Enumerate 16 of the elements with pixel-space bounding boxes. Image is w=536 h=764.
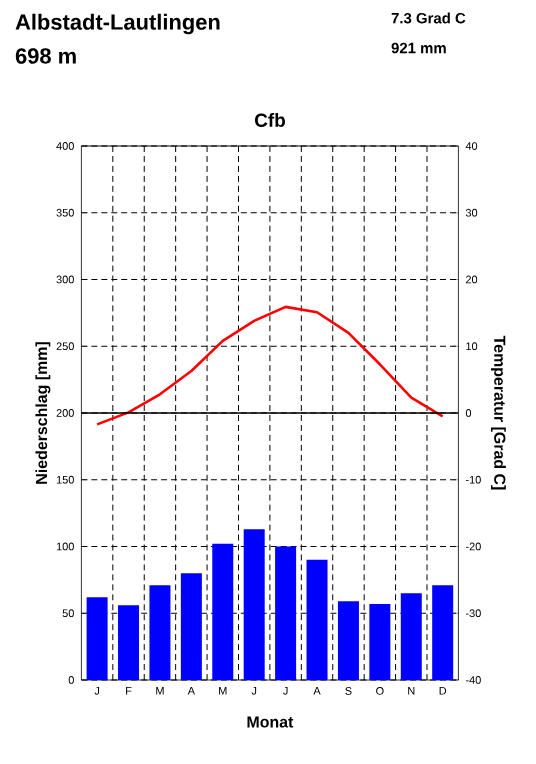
line-series [95, 305, 444, 426]
bar [243, 529, 265, 680]
bar [400, 593, 422, 680]
bar [337, 601, 359, 680]
bar [86, 597, 108, 680]
bar [275, 546, 297, 680]
bar [149, 585, 171, 680]
bar [212, 543, 234, 680]
chart-subtitle: 698 m [15, 48, 76, 64]
chart-title: Albstadt-Lautlingen [15, 13, 220, 35]
bar [180, 573, 202, 680]
bar [369, 603, 391, 680]
text: Cfb [255, 113, 285, 127]
bar [306, 559, 328, 680]
bar [118, 605, 140, 680]
bar [432, 585, 454, 680]
